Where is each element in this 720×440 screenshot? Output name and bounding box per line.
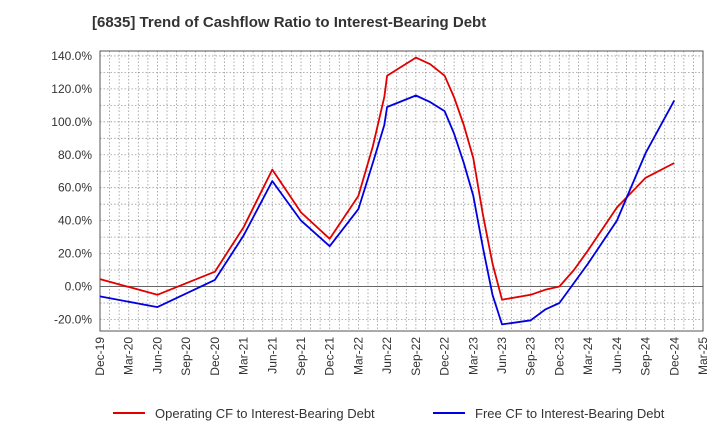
- chart-title: [6835] Trend of Cashflow Ratio to Intere…: [92, 14, 487, 31]
- plot-frame: [99, 50, 704, 332]
- series-line-operating-cf: [99, 56, 675, 301]
- x-tick-label: Sep-21: [294, 337, 308, 376]
- x-tick-label: Mar-20: [122, 337, 136, 375]
- x-tick-label: Sep-23: [524, 337, 538, 376]
- legend: Operating CF to Interest-Bearing Debt Fre…: [113, 406, 665, 421]
- x-tick-label: Mar-22: [351, 337, 365, 375]
- x-tick-label: Jun-23: [495, 337, 509, 374]
- y-tick-label: 20.0%: [58, 247, 92, 261]
- x-tick-label: Dec-19: [93, 337, 107, 376]
- y-tick-label: 60.0%: [58, 181, 92, 195]
- x-tick-label: Dec-24: [667, 337, 681, 376]
- x-tick-label: Sep-22: [409, 337, 423, 376]
- legend-label: Operating CF to Interest-Bearing Debt: [155, 406, 375, 421]
- legend-label: Free CF to Interest-Bearing Debt: [475, 406, 665, 421]
- y-tick-label: -20.0%: [54, 312, 92, 326]
- y-tick-label: 120.0%: [51, 82, 92, 96]
- x-tick-label: Dec-21: [323, 337, 337, 376]
- y-tick-label: 100.0%: [51, 115, 92, 129]
- x-tick-label: Sep-20: [179, 337, 193, 376]
- x-tick-label: Dec-22: [438, 337, 452, 376]
- x-tick-label: Jun-21: [265, 337, 279, 374]
- x-tick-label: Jun-22: [380, 337, 394, 374]
- series-layer: [99, 56, 676, 326]
- x-axis-ticks: Dec-19 Mar-20 Jun-20 Sep-20 Dec-20 Mar-21 Jun-…: [93, 337, 710, 376]
- x-tick-label: Mar-21: [237, 337, 251, 375]
- x-tick-label: Jun-24: [610, 337, 624, 374]
- y-tick-label: 40.0%: [58, 214, 92, 228]
- series-line-free-cf: [99, 94, 676, 326]
- x-tick-label: Dec-20: [208, 337, 222, 376]
- x-tick-label: Dec-23: [552, 337, 566, 376]
- x-tick-label: Sep-24: [639, 337, 653, 376]
- x-tick-label: Mar-23: [466, 337, 480, 375]
- y-tick-label: 0.0%: [65, 280, 93, 294]
- x-tick-label: Jun-20: [150, 337, 164, 374]
- y-tick-label: 140.0%: [51, 49, 92, 63]
- grid-layer: [99, 51, 704, 331]
- y-tick-label: 80.0%: [58, 148, 92, 162]
- x-tick-label: Mar-25: [696, 337, 710, 375]
- y-axis-ticks: 140.0% 120.0% 100.0% 80.0% 60.0% 40.0% 20.0% 0.…: [51, 49, 92, 327]
- x-tick-label: Mar-24: [581, 337, 595, 375]
